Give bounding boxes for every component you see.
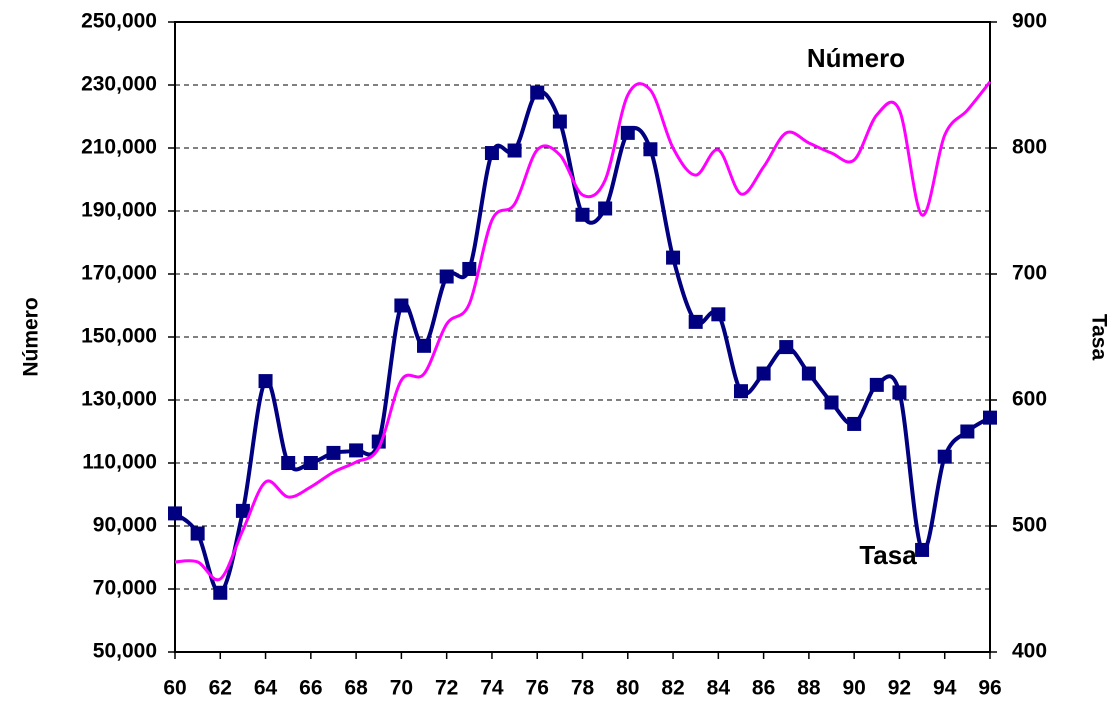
point-marker <box>983 410 997 425</box>
y2-tick-label: 700 <box>1012 262 1047 285</box>
point-marker <box>847 416 862 431</box>
point-marker <box>960 424 975 439</box>
point-marker <box>258 374 273 389</box>
y2-tick-label: 500 <box>1012 514 1047 537</box>
point-marker <box>801 366 816 381</box>
x-tick-label: 62 <box>209 677 232 700</box>
point-marker <box>462 261 477 276</box>
y-tick-label: 250,000 <box>81 10 157 33</box>
y2-tick-label: 900 <box>1012 10 1047 33</box>
x-tick-label: 88 <box>797 677 821 700</box>
point-marker <box>937 449 952 464</box>
x-tick-label: 68 <box>344 677 368 700</box>
x-tick-label: 72 <box>435 677 458 700</box>
x-tick-label: 86 <box>752 677 775 700</box>
point-marker <box>530 85 545 100</box>
series-line <box>174 80 992 582</box>
x-tick-label: 64 <box>254 677 278 700</box>
x-tick-label: 90 <box>842 677 865 700</box>
point-marker <box>575 207 590 222</box>
y-tick-label: 150,000 <box>81 325 157 348</box>
point-marker <box>756 366 771 381</box>
y2-axis-title: Tasa <box>1087 314 1110 361</box>
point-marker <box>915 542 930 557</box>
point-marker <box>688 314 703 329</box>
point-marker <box>303 456 318 470</box>
series-label: Tasa <box>859 540 917 570</box>
y-tick-label: 90,000 <box>93 514 157 537</box>
x-tick-label: 74 <box>480 677 504 700</box>
x-tick-label: 92 <box>888 677 911 700</box>
y-tick-label: 70,000 <box>93 577 157 600</box>
point-marker <box>779 340 794 355</box>
point-marker <box>394 298 409 313</box>
y2-tick-label: 600 <box>1012 388 1047 411</box>
y-tick-label: 230,000 <box>81 73 157 96</box>
point-marker <box>281 456 296 470</box>
point-marker <box>892 385 907 400</box>
x-tick-label: 70 <box>390 677 413 700</box>
point-marker <box>439 269 454 284</box>
point-marker <box>349 443 364 458</box>
y-tick-label: 110,000 <box>82 451 157 474</box>
y-tick-label: 170,000 <box>81 262 157 285</box>
x-tick-label: 94 <box>933 677 957 700</box>
point-marker <box>235 503 250 518</box>
point-marker <box>484 146 499 161</box>
plot-frame <box>174 21 991 653</box>
x-tick-label: 66 <box>299 677 322 700</box>
y-tick-label: 190,000 <box>81 199 157 222</box>
x-tick-label: 82 <box>661 677 684 700</box>
point-marker <box>869 377 884 392</box>
point-marker <box>620 125 635 140</box>
y-tick-label: 210,000 <box>81 136 157 159</box>
series-line <box>173 89 992 595</box>
point-marker <box>213 585 228 600</box>
x-tick-label: 80 <box>616 677 639 700</box>
y2-tick-label: 400 <box>1012 640 1047 663</box>
x-tick-label: 76 <box>526 677 549 700</box>
point-marker <box>417 338 432 353</box>
series-label: Número <box>807 43 905 73</box>
x-tick-label: 60 <box>163 677 186 700</box>
point-marker <box>598 201 613 216</box>
point-marker <box>824 395 839 410</box>
y2-tick-label: 800 <box>1012 136 1047 159</box>
point-marker <box>168 506 182 521</box>
x-tick-label: 96 <box>978 677 1001 700</box>
point-marker <box>190 526 205 541</box>
x-tick-label: 84 <box>707 677 731 700</box>
point-marker <box>507 143 522 158</box>
x-tick-label: 78 <box>571 677 595 700</box>
point-marker <box>666 250 681 265</box>
point-marker <box>552 114 567 129</box>
point-marker <box>326 445 341 460</box>
point-marker <box>733 384 748 399</box>
y-tick-label: 50,000 <box>93 640 157 663</box>
y-axis-title: Número <box>20 297 43 376</box>
point-marker <box>711 307 726 322</box>
point-marker <box>643 142 658 157</box>
y-tick-label: 130,000 <box>81 388 157 411</box>
